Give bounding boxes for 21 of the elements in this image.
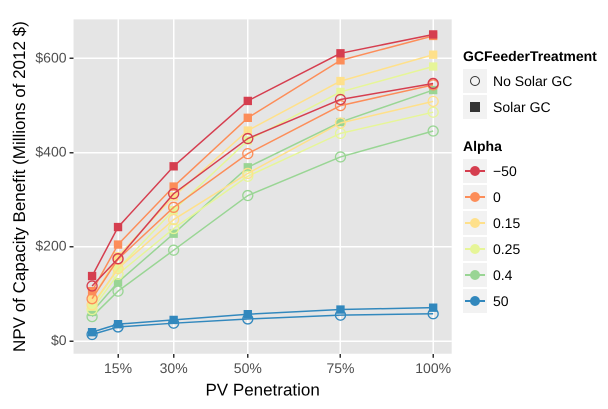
- legend-title: Alpha: [463, 138, 503, 154]
- x-tick-label: 75%: [326, 360, 354, 376]
- y-tick-label: $200: [35, 238, 67, 254]
- y-tick-label: $400: [35, 144, 67, 160]
- legend-label: 0.15: [493, 215, 520, 231]
- x-tick-label: 15%: [104, 360, 132, 376]
- x-tick-label: 100%: [415, 360, 452, 376]
- legend-label: 0: [493, 189, 501, 205]
- x-tick-label: 50%: [234, 360, 262, 376]
- x-axis-title: PV Penetration: [205, 380, 320, 400]
- text: Solar GC: [493, 99, 551, 115]
- legend-label: −50: [493, 163, 517, 179]
- text: No Solar GC: [493, 73, 572, 89]
- text: GCFeederTreatment: [463, 48, 598, 64]
- legend-label: 0.4: [493, 267, 512, 283]
- y-tick-label: $600: [35, 49, 67, 66]
- y-axis-title: NPV of Capacity Benefit (Millions of 2012 $): [10, 21, 29, 352]
- legend-label: 50: [493, 293, 509, 309]
- y-tick-label: $0: [50, 332, 67, 348]
- x-tick-label: 30%: [160, 360, 188, 376]
- legend-label: 0.25: [493, 241, 520, 257]
